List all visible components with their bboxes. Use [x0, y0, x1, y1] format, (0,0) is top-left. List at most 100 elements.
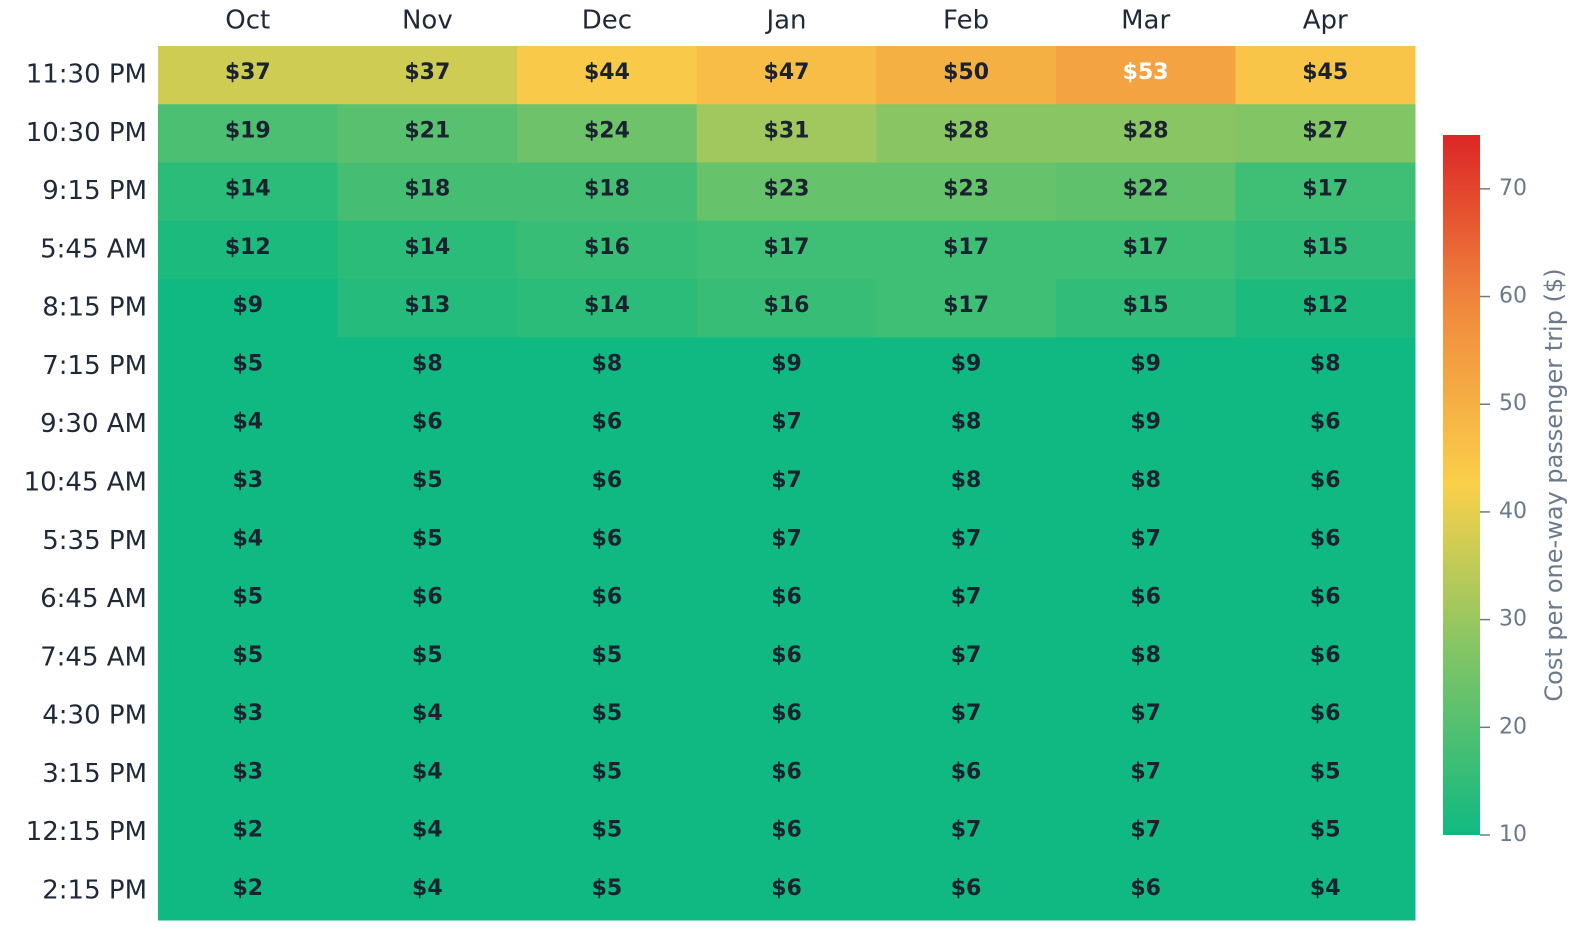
heatmap-cell: [158, 628, 339, 688]
cell-label: $23: [764, 177, 810, 202]
cell-label: $17: [1123, 235, 1169, 260]
cell-label: $5: [1310, 759, 1341, 784]
row-label: 4:30 PM: [42, 701, 147, 731]
heatmap-cell: [876, 162, 1057, 222]
row-label: 2:15 PM: [42, 875, 147, 905]
cell-label: $47: [764, 60, 810, 85]
cell-label: $5: [412, 526, 443, 551]
heatmap-cell: [876, 745, 1057, 804]
heatmap-cell: [1055, 745, 1236, 804]
cell-label: $22: [1123, 177, 1169, 202]
cell-label: $6: [771, 759, 802, 784]
cell-label: $7: [951, 526, 982, 551]
heatmap-cell: [1235, 46, 1416, 105]
cell-label: $9: [1130, 351, 1161, 376]
cell-label: $28: [1123, 118, 1169, 143]
cell-label: $5: [592, 759, 623, 784]
heatmap-cell: [517, 46, 698, 105]
heatmap-cell: [337, 745, 518, 804]
heatmap-cell: [1055, 104, 1236, 164]
row-label: 5:35 PM: [42, 526, 147, 556]
heatmap-cell: [696, 162, 877, 222]
colorbar-tick-label: 50: [1499, 391, 1527, 416]
heatmap-cell: [1055, 512, 1236, 571]
heatmap-cell: [1235, 337, 1416, 397]
row-label: 10:45 AM: [24, 468, 147, 498]
cell-label: $8: [1130, 468, 1161, 493]
cell-label: $17: [1302, 177, 1348, 202]
heatmap-cell: [696, 279, 877, 338]
cell-label: $6: [592, 410, 623, 435]
cell-label: $7: [951, 585, 982, 610]
heatmap-cell: [158, 279, 339, 338]
cell-label: $8: [412, 351, 443, 376]
cell-label: $5: [592, 643, 623, 668]
cell-label: $5: [232, 585, 263, 610]
cell-label: $9: [951, 351, 982, 376]
heatmap-cell: [1235, 453, 1416, 513]
heatmap-cell: [158, 220, 339, 280]
column-label: Feb: [943, 6, 989, 36]
cell-label: $9: [232, 293, 263, 318]
heatmap-cell: [876, 861, 1057, 921]
cell-label: $4: [412, 818, 443, 843]
cell-label: $7: [771, 526, 802, 551]
cell-label: $17: [943, 293, 989, 318]
heatmap-cell: [158, 861, 339, 921]
heatmap-cell: [158, 686, 339, 746]
heatmap-cell: [517, 279, 698, 338]
cell-label: $2: [232, 818, 263, 843]
cell-label: $12: [1302, 293, 1348, 318]
cell-label: $9: [771, 351, 802, 376]
cell-label: $6: [771, 818, 802, 843]
cell-label: $3: [232, 759, 263, 784]
cell-label: $5: [592, 701, 623, 726]
cell-label: $31: [764, 118, 810, 143]
heatmap-cell: [517, 220, 698, 280]
cell-label: $5: [592, 818, 623, 843]
heatmap-cell: [517, 861, 698, 921]
heatmap-cell: [158, 104, 339, 164]
cell-label: $17: [943, 235, 989, 260]
heatmap-cell: [696, 512, 877, 571]
cell-label: $8: [592, 351, 623, 376]
cell-label: $3: [232, 468, 263, 493]
heatmap-cell: [876, 279, 1057, 338]
heatmap-cell: [696, 745, 877, 804]
heatmap-cell: [517, 570, 698, 630]
cell-label: $8: [1310, 351, 1341, 376]
cell-label: $5: [1310, 818, 1341, 843]
row-label: 9:15 PM: [42, 176, 147, 206]
cell-label: $6: [1130, 585, 1161, 610]
cell-label: $6: [592, 526, 623, 551]
heatmap-cell: [158, 453, 339, 513]
heatmap-cell: [158, 512, 339, 571]
cell-label: $7: [1130, 759, 1161, 784]
row-label: 7:45 AM: [40, 642, 147, 672]
cell-label: $16: [764, 293, 810, 318]
heatmap-cell: [876, 104, 1057, 164]
colorbar-tick-label: 40: [1499, 499, 1527, 524]
heatmap-cell: [337, 395, 518, 455]
row-label: 7:15 PM: [42, 351, 147, 381]
heatmap-cell: [876, 803, 1057, 863]
heatmap-cell: [517, 104, 698, 164]
heatmap-cell: [337, 803, 518, 863]
heatmap-cell: [696, 570, 877, 630]
heatmap-cell: [1235, 628, 1416, 688]
heatmap-cell: [696, 628, 877, 688]
heatmap-cell: [696, 861, 877, 921]
heatmap-cell: [696, 686, 877, 746]
heatmap-cell: [1235, 162, 1416, 222]
heatmap-cell: [1235, 745, 1416, 804]
colorbar-tick-label: 60: [1499, 284, 1527, 309]
heatmap-cell: [337, 104, 518, 164]
cell-label: $6: [1310, 701, 1341, 726]
cell-label: $15: [1302, 235, 1348, 260]
heatmap-cell: [158, 745, 339, 804]
heatmap-cell: [158, 162, 339, 222]
heatmap-cell: [696, 104, 877, 164]
cell-label: $24: [584, 118, 630, 143]
row-label: 6:45 AM: [40, 584, 147, 614]
heatmap-cell: [876, 337, 1057, 397]
